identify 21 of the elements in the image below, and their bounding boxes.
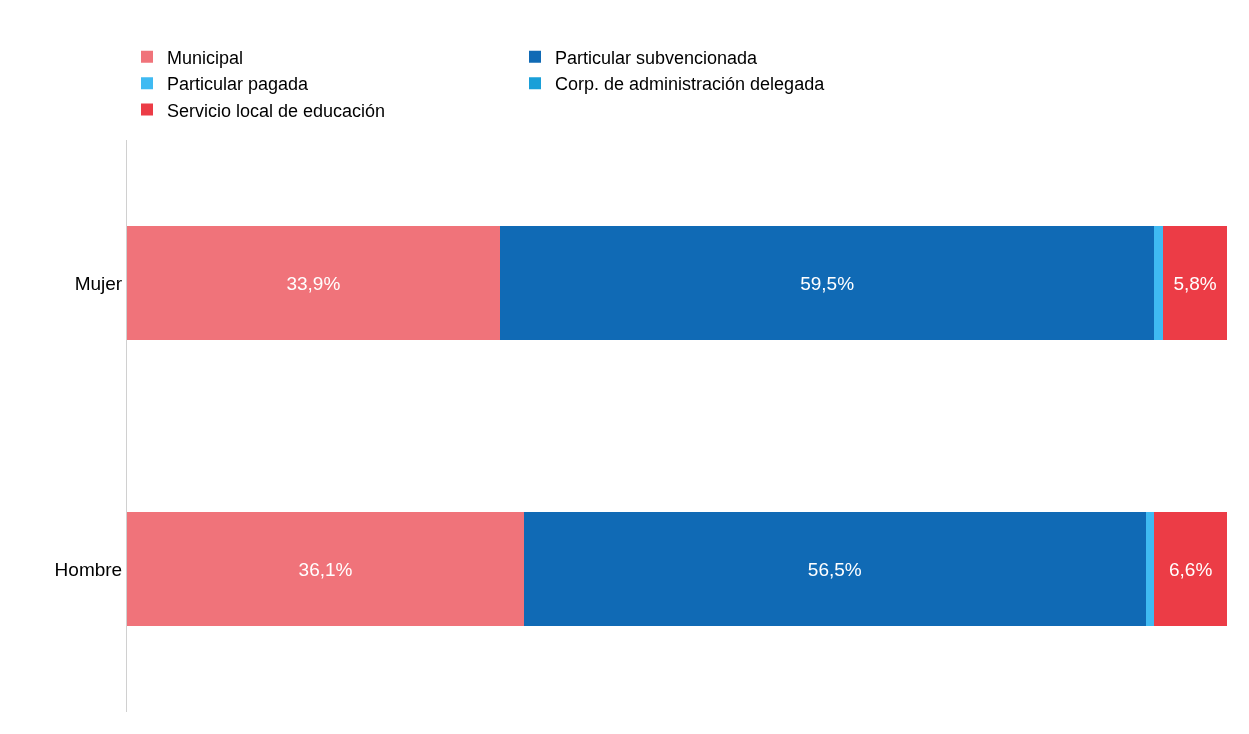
data-label: 6,6%: [1168, 558, 1213, 580]
data-label: 5,8%: [1173, 272, 1217, 294]
bar: [127, 511, 525, 627]
bar: [1163, 225, 1227, 341]
y-tick-label: Mujer: [74, 272, 123, 294]
legend-label: Corp. de administración delegada: [555, 74, 826, 95]
bar: [524, 511, 1146, 627]
bar: [1145, 511, 1155, 627]
bar: [499, 225, 1155, 341]
bar: [1154, 511, 1227, 627]
bar: [1154, 225, 1164, 341]
data-label: 36,1%: [298, 558, 353, 580]
legend-label: Municipal: [167, 47, 244, 68]
data-label: 33,9%: [286, 272, 341, 294]
legend-label: Particular pagada: [167, 74, 310, 95]
y-tick-label: Hombre: [54, 558, 123, 580]
data-label: 56,5%: [807, 558, 862, 580]
data-label: 59,5%: [800, 272, 855, 294]
bar: [127, 225, 500, 341]
legend-label: Particular subvencionada: [555, 47, 759, 68]
legend-label: Servicio local de educación: [167, 100, 386, 121]
